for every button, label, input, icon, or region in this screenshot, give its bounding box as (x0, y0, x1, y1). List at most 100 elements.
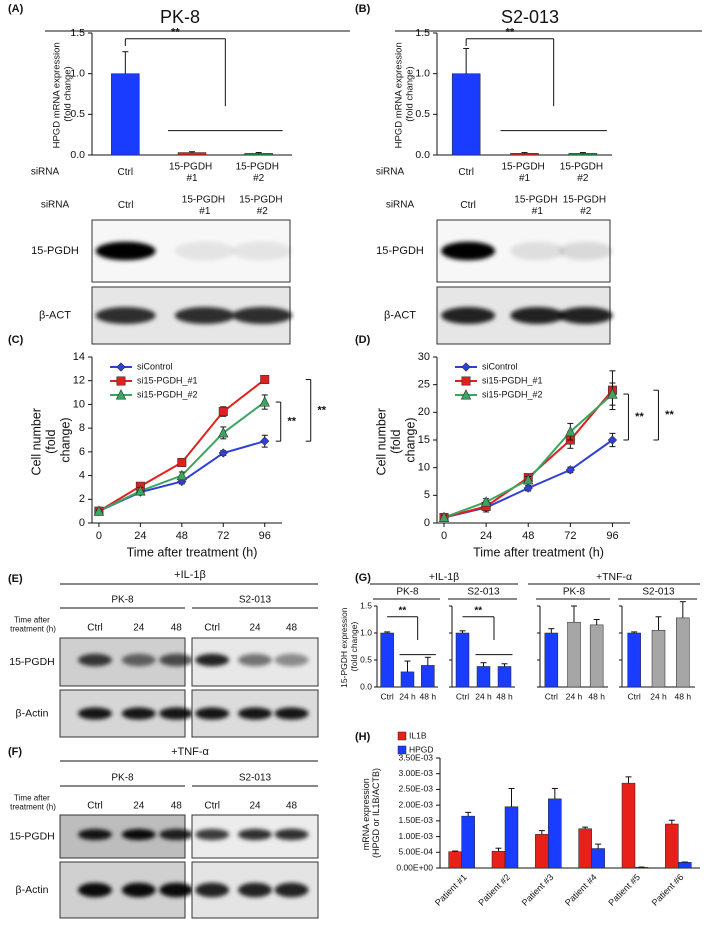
legend-marker (460, 389, 472, 400)
x-tick-label: 96 (606, 530, 618, 542)
y-tick-label: 14 (73, 351, 85, 363)
blot-band (95, 241, 156, 261)
y-tick-label: 5.00E-04 (399, 847, 434, 857)
blot-band (195, 882, 230, 898)
bar (504, 806, 519, 869)
bar (591, 848, 605, 869)
bar (111, 73, 140, 156)
x-tick-label: 0 (441, 530, 447, 542)
legend-label: si15-PGDH_#2 (137, 389, 198, 399)
bar (568, 153, 598, 156)
point (607, 435, 618, 445)
cell-line: S2-013 (239, 595, 272, 606)
y-tick-label: 0 (79, 517, 85, 529)
blot-row-label: 15-PGDH (376, 245, 424, 257)
legend-marker (461, 376, 471, 386)
y-tick-label: 2 (79, 493, 85, 505)
y-tick-label: 1.5 (70, 27, 85, 39)
y-tick-label: 8 (79, 422, 85, 434)
panel-label: (A) (8, 3, 24, 15)
x-tick-label: 24 (480, 530, 492, 542)
lane-label: 24 (133, 623, 145, 634)
lane-label: 48 (286, 801, 298, 812)
y-tick-label: 3.50E-03 (399, 752, 434, 762)
bar (244, 153, 273, 156)
lane-label: Ctrl (87, 801, 103, 812)
x-tick-label: 96 (259, 530, 271, 542)
y-axis-label: HPGD mRNA expression (fold change) (393, 40, 415, 149)
lane-label: 48 (171, 801, 183, 812)
group-title: +IL-1β (429, 571, 459, 583)
y-axis-label: 15-PGDH expression (fold change) (339, 605, 359, 688)
x-tick-label: 15-PGDH #1 (501, 161, 547, 184)
blot-band (121, 653, 156, 667)
y-tick-label: 20 (418, 406, 430, 418)
significance: ** (635, 411, 644, 423)
lane-label: 15-PGDH #1 (182, 194, 228, 217)
blot-band (78, 707, 112, 720)
point (177, 458, 187, 468)
bar (177, 152, 207, 156)
x-tick-label: 24 (134, 530, 146, 542)
y-axis-label: HPGD mRNA expression (fold change) (51, 40, 73, 149)
blot-band (510, 241, 565, 261)
y-tick-label: 30 (418, 351, 430, 363)
bar (421, 665, 435, 688)
point (135, 485, 146, 496)
lane-label: Ctrl (118, 200, 134, 211)
blot-band (174, 241, 235, 261)
point (93, 505, 105, 516)
x-tick-label: 48 (176, 530, 188, 542)
significance: ** (506, 27, 515, 39)
blot-row-label: β-ACT (39, 309, 71, 321)
blot-band (95, 306, 156, 325)
lane-label: Ctrl (87, 623, 103, 634)
y-tick-label: 15 (418, 434, 430, 446)
significance: ** (317, 404, 326, 416)
blot-band (238, 882, 272, 898)
legend-swatch (397, 745, 407, 755)
x-tick-label: 48 (522, 530, 534, 542)
y-tick-label: 1.00E-03 (399, 831, 434, 841)
cell-line: S2-013 (239, 773, 272, 784)
panel-label: (G) (355, 572, 371, 584)
blot-row-label: β-ACT (384, 309, 416, 321)
significance: ** (665, 409, 674, 421)
blot-band (121, 882, 156, 898)
point (565, 425, 576, 437)
y-tick-label: 1.0 (70, 67, 85, 79)
y-tick-label: 0.0 (360, 681, 372, 691)
point (176, 469, 188, 481)
y-tick-label: 0.0 (70, 149, 85, 161)
legend-swatch (397, 731, 407, 741)
lane-label: 15-PGDH #2 (239, 194, 285, 217)
x-tick-label: 24 h (566, 691, 583, 701)
lane-label: 24 (249, 801, 261, 812)
legend-label: IL1B (409, 730, 427, 740)
bar (448, 851, 462, 869)
y-tick-label: 25 (418, 379, 430, 391)
time-label: Time after treatment (h) (10, 616, 56, 634)
blot-header: siRNA (386, 200, 415, 211)
blot-band (558, 241, 613, 261)
x-tick-label: 15-PGDH #2 (236, 161, 282, 184)
point (218, 448, 228, 458)
y-tick-label: 10 (73, 398, 85, 410)
legend-label: si15-PGDH_#1 (137, 375, 198, 385)
y-tick-label: 2.00E-03 (399, 799, 434, 809)
blot-band (274, 653, 309, 667)
blot-band (274, 882, 309, 898)
y-tick-label: 1.5 (415, 27, 430, 39)
treatment: +TNF-α (171, 746, 209, 758)
x-axis-label: siRNA (31, 167, 60, 178)
legend-label: siControl (137, 361, 173, 371)
x-tick-label: Ctrl (628, 691, 641, 701)
panel-label: (C) (8, 334, 24, 346)
legend-marker (116, 376, 126, 386)
bar (651, 630, 666, 688)
y-tick-label: 0 (424, 517, 430, 529)
x-tick-label: 72 (217, 530, 229, 542)
blot-band (274, 828, 309, 841)
blot-band (232, 306, 293, 325)
